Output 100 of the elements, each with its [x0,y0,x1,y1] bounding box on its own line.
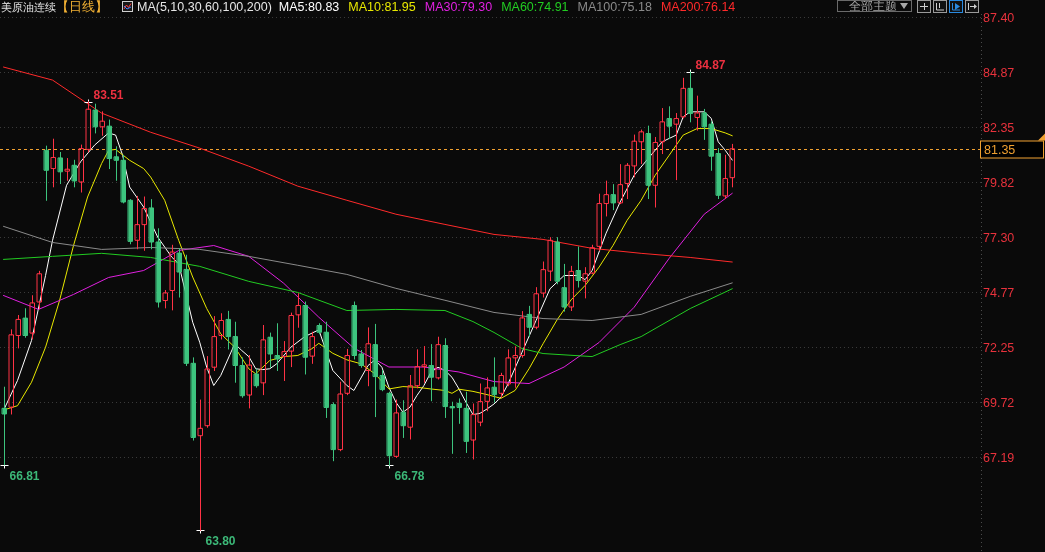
header: 美原油连续【日线】 [1,0,108,14]
candlestick [478,383,483,427]
line-series [3,225,733,321]
candlestick [79,144,84,193]
candlestick [170,244,175,311]
line-series [3,192,733,385]
candlestick [191,357,196,441]
candlestick [394,399,399,458]
candlestick [72,159,77,188]
candlestick [597,193,602,251]
candlestick [646,125,651,200]
candlestick [380,369,385,392]
candlestick [611,184,616,211]
candlestick [9,329,14,415]
candlestick [639,129,644,165]
y-tick-label: 82.35 [983,121,1015,135]
candlestick [65,158,70,181]
candlestick [317,323,322,335]
candlestick [142,196,147,251]
candlestick [723,154,728,200]
candlestick [289,312,294,368]
candlestick [506,349,511,387]
candlestick [163,290,168,309]
candlestick [121,154,126,204]
candlestick [716,148,721,200]
candlestick [212,316,217,371]
candlestick [226,310,231,350]
y-tick-label: 69.72 [983,396,1015,410]
candlestick [422,346,427,383]
candlestick [303,301,308,375]
candlestick [261,325,266,396]
candlestick [436,336,441,380]
candlestick [464,391,469,453]
candlestick [443,338,448,418]
candlestick [527,305,532,338]
candlestick [625,163,630,200]
candlestick [366,327,371,387]
candlestick [296,293,301,328]
y-tick-label: 87.40 [983,11,1015,25]
ref-line-label: 81.35 [984,143,1016,157]
candlestick [576,246,581,288]
candlestick [457,398,462,424]
y-tick-label: 79.82 [983,176,1015,190]
candlestick [2,386,7,466]
candlestick [275,323,280,371]
candlestick [107,119,112,170]
candlestick [667,106,672,140]
legend-title: MA(5,10,30,60,100,200) [137,0,272,14]
candlestick [268,332,273,368]
candlestick [632,134,637,178]
candlestick [471,403,476,460]
candlestick [282,341,287,381]
candlestick [513,346,518,388]
candlestick [499,372,504,398]
candlestick [51,138,56,188]
candlestick [604,180,609,217]
candlestick [709,121,714,171]
candlestick [93,103,98,134]
candlestick [373,323,378,418]
candlestick [695,95,700,131]
candlestick [240,357,245,398]
candlestick [653,136,658,208]
candlestick [387,391,392,466]
candlestick [562,263,567,312]
candlestick [541,261,546,298]
candlestick [352,301,357,360]
candlestick [254,368,259,388]
candlestick [485,377,490,412]
candlestick [401,400,406,438]
candlestick [128,199,133,245]
candlestick [660,108,665,155]
candlestick [359,349,364,368]
candlestick [569,265,574,311]
candlestick [219,313,224,340]
candlestick [16,315,21,349]
candlestick [415,349,420,389]
candlestick [520,311,525,358]
y-tick-label: 84.87 [983,66,1015,80]
candlestick [44,145,49,201]
y-tick-label: 67.19 [983,451,1015,465]
candlestick [205,356,210,428]
candlestick [233,321,238,383]
candlestick [534,287,539,330]
candlestick [135,195,140,250]
candlestick [100,111,105,136]
candlestick [184,254,189,366]
candlestick [730,143,735,188]
candlestick [618,164,623,205]
candlestick [583,267,588,299]
candlestick [338,381,343,452]
candlestick [548,237,553,281]
candlestick [156,228,161,308]
candlestick [702,108,707,140]
y-tick-label: 72.25 [983,341,1015,355]
candlestick [590,244,595,275]
candlestick [198,399,203,531]
legend: MA(5,10,30,60,100,200) MA5:80.83 MA10:81.95 MA30:79.30 MA60:74.91 MA100:75.18 MA200:76.14 [122,0,736,14]
candlestick [37,270,42,310]
candlestick [310,331,315,364]
high-label: 83.51 [84,87,124,106]
